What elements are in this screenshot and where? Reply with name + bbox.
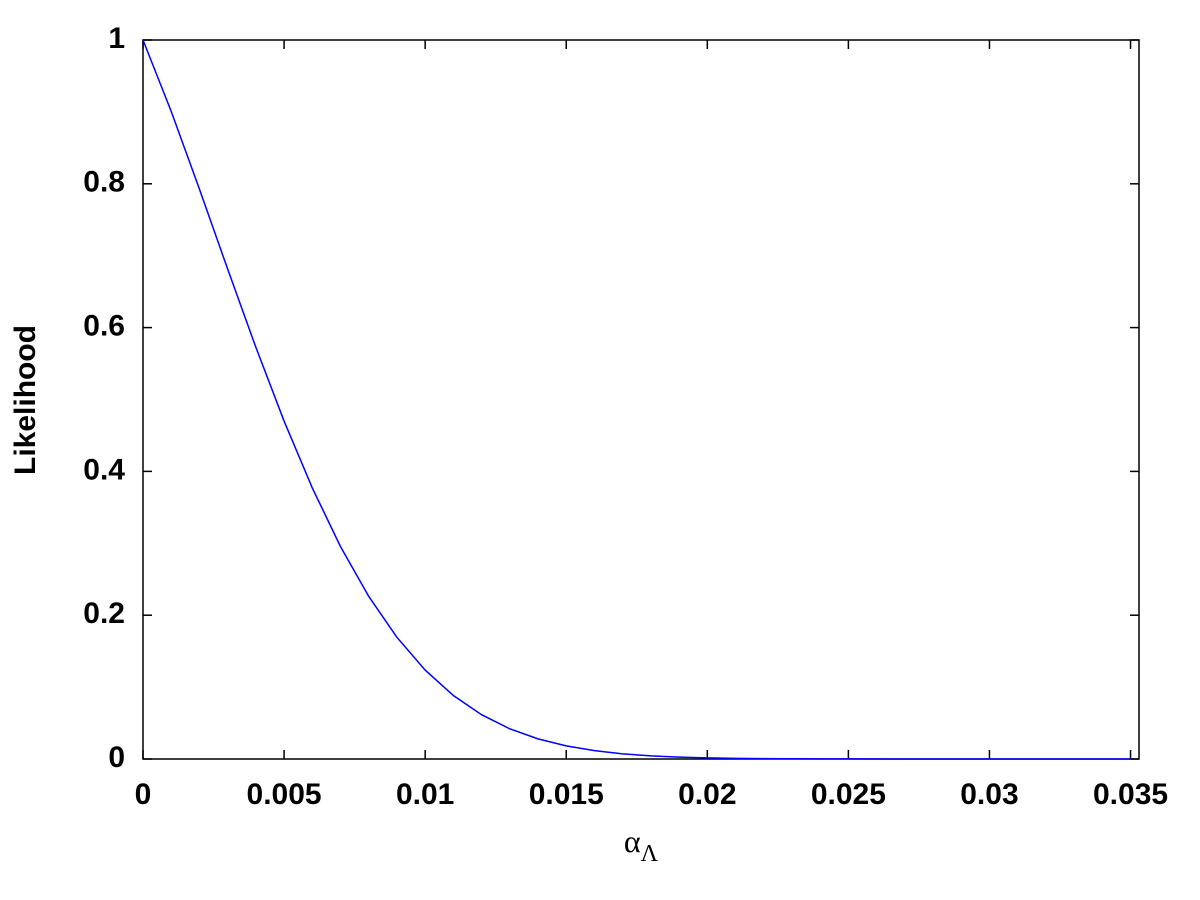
x-tick-label: 0 — [135, 778, 152, 811]
x-axis-label-subscript: Λ — [641, 841, 659, 867]
x-tick-label: 0.01 — [396, 778, 454, 811]
x-tick-label: 0.02 — [678, 778, 736, 811]
y-axis-label: Likelihood — [9, 325, 42, 475]
y-tick-label: 0 — [108, 741, 125, 774]
x-tick-label: 0.015 — [529, 778, 604, 811]
y-tick-label: 1 — [108, 22, 125, 55]
x-axis-label: αΛ — [624, 823, 659, 866]
x-tick-label: 0.005 — [247, 778, 322, 811]
x-tick-label: 0.025 — [811, 778, 886, 811]
data-line — [142, 39, 1131, 760]
y-tick-label: 0.8 — [83, 166, 125, 199]
y-tick-label: 0.2 — [83, 597, 125, 630]
y-tick-label: 0.4 — [83, 453, 125, 486]
plot-frame — [142, 39, 1140, 760]
x-tick-label: 0.03 — [960, 778, 1018, 811]
y-tick-label: 0.6 — [83, 310, 125, 343]
x-axis-label-base: α — [624, 823, 641, 859]
x-tick-label: 0.035 — [1093, 778, 1168, 811]
